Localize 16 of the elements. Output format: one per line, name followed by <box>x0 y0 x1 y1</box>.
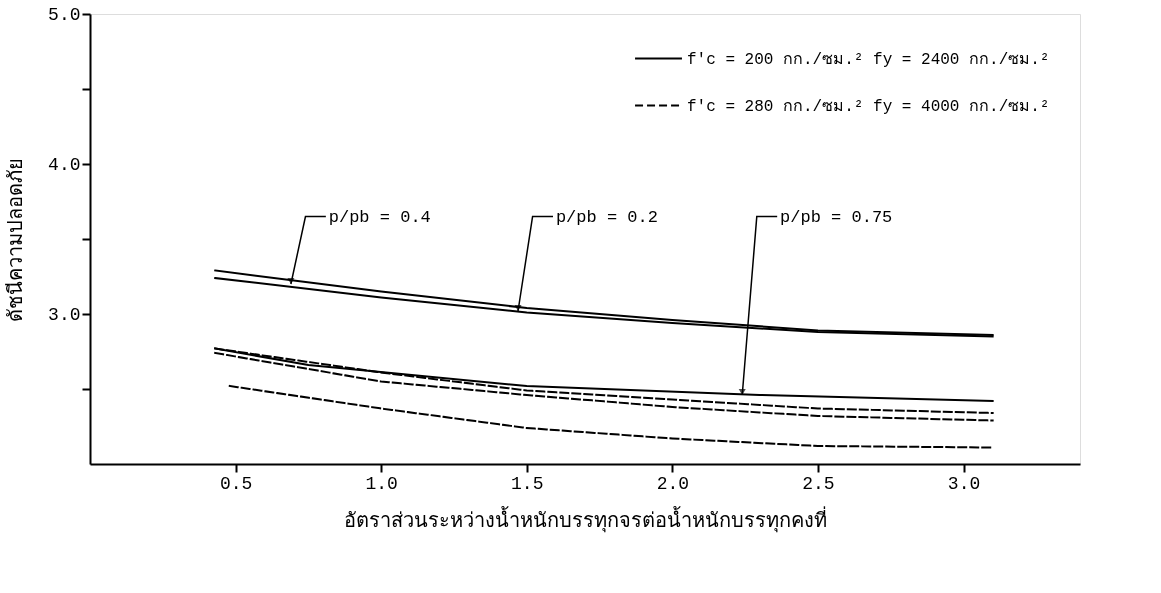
x-tick-label: 0.5 <box>219 473 253 494</box>
annotation: p/pb = 0.75 <box>780 207 893 227</box>
y-tick-label: 3.0 <box>48 304 81 325</box>
annotation: p/pb = 0.4 <box>328 207 431 227</box>
x-tick-label: 2.5 <box>802 473 835 494</box>
y-tick-label: 4.0 <box>48 154 81 175</box>
y-axis-title: ดัชนีความปลอดภัย <box>3 157 28 322</box>
x-tick-label: 1.5 <box>511 473 544 494</box>
x-tick-label: 1.0 <box>365 473 398 494</box>
x-tick-label: 2.0 <box>656 473 690 494</box>
x-axis-title: อัตราส่วนระหว่างน้ำหนักบรรทุกจรต่อน้ำหนักบรรทุกคงที่ <box>344 505 827 533</box>
x-tick-label: 3.0 <box>947 473 981 494</box>
legend-label: f′c = 280 กก./ซม.² fy = 4000 กก./ซม.² <box>687 97 1050 116</box>
y-tick-label: 5.0 <box>48 4 81 25</box>
legend-label: f′c = 200 กก./ซม.² fy = 2400 กก./ซม.² <box>687 50 1050 69</box>
annotation: p/pb = 0.2 <box>555 207 658 227</box>
